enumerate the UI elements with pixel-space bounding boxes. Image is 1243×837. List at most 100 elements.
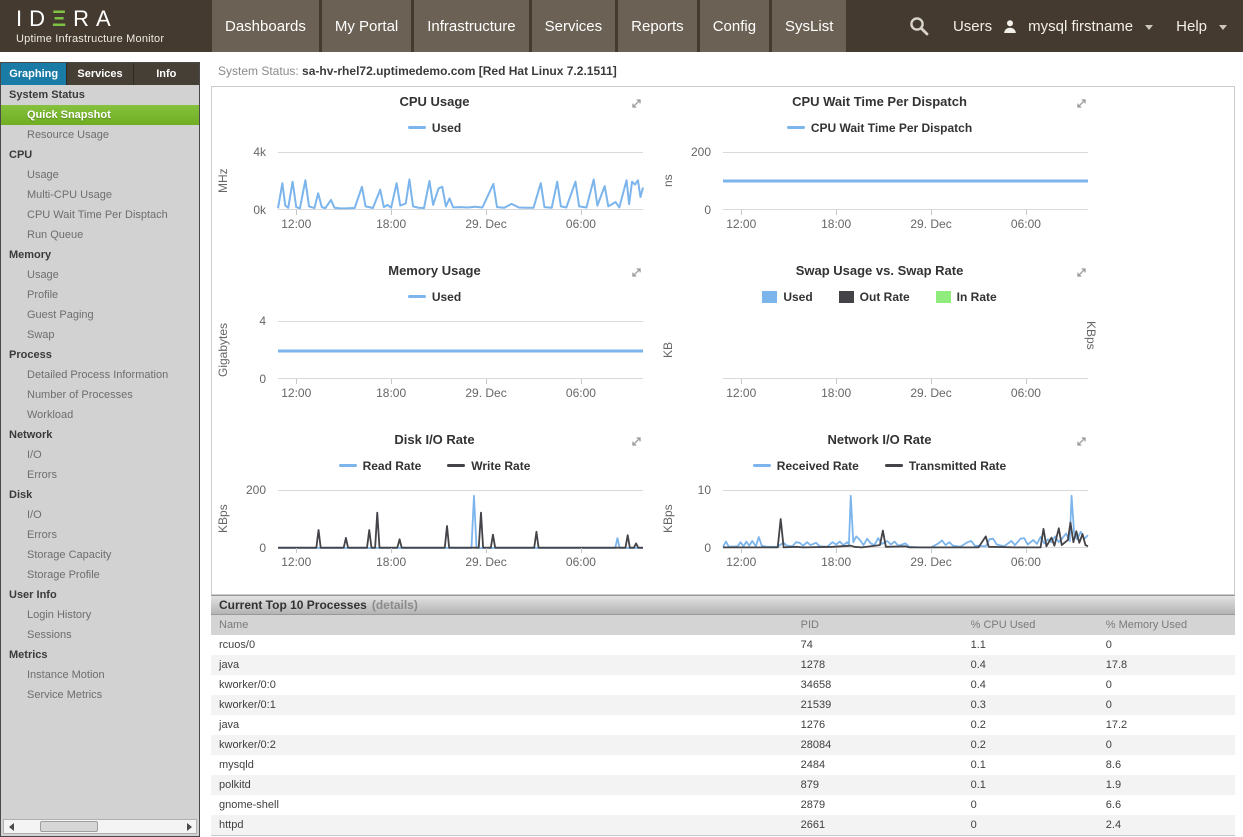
x-tick-label: 29. Dec [910, 217, 952, 231]
scroll-left-arrow-icon[interactable] [4, 820, 18, 833]
sidebar-item-swap[interactable]: Swap [27, 329, 55, 341]
scroll-right-arrow-icon[interactable] [182, 820, 196, 833]
nav-reports[interactable]: Reports [618, 0, 697, 52]
sidebar-item-profile[interactable]: Profile [27, 289, 59, 301]
sidebar-item-storage-profile[interactable]: Storage Profile [27, 569, 100, 581]
expand-chart-icon[interactable] [1075, 435, 1088, 448]
legend-swatch [838, 290, 854, 303]
sidebar-item-errors[interactable]: Errors [27, 469, 57, 481]
user-menu-caret-icon[interactable] [1145, 24, 1154, 30]
sidebar-item-service-metrics[interactable]: Service Metrics [27, 689, 103, 701]
nav-services[interactable]: Services [531, 0, 616, 52]
x-tick-label: 06:00 [565, 386, 596, 400]
legend-item-used[interactable]: Used [407, 290, 461, 304]
search-icon[interactable] [908, 15, 930, 37]
y-axis-label: KBps [661, 504, 675, 534]
nav-infrastructure[interactable]: Infrastructure [414, 0, 529, 52]
legend-item-received-rate[interactable]: Received Rate [752, 459, 859, 473]
sidebar-item-storage-capacity[interactable]: Storage Capacity [27, 549, 112, 561]
legend-item-write-rate[interactable]: Write Rate [447, 459, 530, 473]
legend-item-used[interactable]: Used [407, 121, 461, 135]
nav-config[interactable]: Config [699, 0, 770, 52]
table-cell: 0 [1105, 679, 1112, 691]
legend-item-out-rate[interactable]: Out Rate [838, 290, 910, 304]
table-cell: 8.6 [1105, 759, 1122, 771]
nav-syslist[interactable]: SysList [772, 0, 847, 52]
help-menu[interactable]: Help [1176, 17, 1207, 35]
tab-services[interactable]: Services [67, 63, 134, 85]
scrollbar-track[interactable] [18, 820, 182, 833]
table-cell: 1278 [800, 659, 826, 671]
sidebar-item-quick-snapshot[interactable]: Quick Snapshot [1, 105, 199, 125]
sidebar-item-guest-paging[interactable]: Guest Paging [27, 309, 94, 321]
table-cell: java [219, 659, 240, 671]
sidebar-item-multi-cpu-usage[interactable]: Multi-CPU Usage [27, 189, 112, 201]
sidebar-item-usage[interactable]: Usage [27, 269, 59, 281]
users-link[interactable]: Users [952, 17, 993, 35]
scrollbar-thumb[interactable] [40, 821, 98, 832]
sidebar-item-errors[interactable]: Errors [27, 529, 57, 541]
y-tick-label: 10 [697, 483, 711, 497]
sidebar-item-resource-usage[interactable]: Resource Usage [27, 129, 109, 141]
top-processes-table: Name PID% CPU Used% Memory Used rcuos/0 74… [211, 615, 1235, 836]
legend-item-cpu-wait-time-per-dispatch[interactable]: CPU Wait Time Per Dispatch [786, 121, 972, 135]
x-tick-label: 06:00 [565, 555, 596, 569]
sidebar-item-sessions[interactable]: Sessions [27, 629, 72, 641]
table-row: java 1276 0.2 17.2 [211, 715, 1235, 735]
expand-chart-icon[interactable] [630, 97, 643, 110]
table-cell: 34658 [800, 679, 832, 691]
y-tick-label: 0k [253, 203, 266, 217]
table-cell: kworker/0:2 [219, 739, 276, 751]
user-menu[interactable]: mysql firstname [1028, 17, 1134, 35]
expand-chart-icon[interactable] [630, 266, 643, 279]
top-processes-header: Current Top 10 Processes (details) [211, 595, 1235, 615]
app-header: IDΞRA Uptime Infrastructure Monitor Dash… [0, 0, 1243, 52]
sidebar-item-detailed-process-information[interactable]: Detailed Process Information [27, 369, 169, 381]
table-header-row: Name PID% CPU Used% Memory Used [211, 615, 1235, 635]
sidebar-item-i-o[interactable]: I/O [27, 509, 42, 521]
expand-chart-icon[interactable] [1075, 266, 1088, 279]
x-tick-label: 12:00 [281, 386, 312, 400]
sidebar-item-usage[interactable]: Usage [27, 169, 59, 181]
table-cell: 6.6 [1105, 799, 1122, 811]
nav-dashboards[interactable]: Dashboards [212, 0, 319, 52]
idera-logo[interactable]: IDΞRA Uptime Infrastructure Monitor [0, 0, 212, 52]
tab-graphing[interactable]: Graphing [1, 63, 68, 85]
sidebar-section-user-info: User Info [9, 589, 57, 601]
chart-plot: KBps 200 0 12:00 18:00 29. Dec 06:00 [212, 484, 657, 570]
expand-chart-icon[interactable] [1075, 97, 1088, 110]
table-cell: 17.2 [1105, 719, 1128, 731]
legend-item-read-rate[interactable]: Read Rate [338, 458, 422, 473]
sidebar-item-i-o[interactable]: I/O [27, 449, 42, 461]
tab-info[interactable]: Info [133, 63, 199, 85]
legend-item-in-rate[interactable]: In Rate [935, 290, 997, 304]
table-cell: java [219, 719, 240, 731]
top-processes-title: Current Top 10 Processes [219, 598, 367, 612]
table-cell: kworker/0:1 [219, 699, 276, 711]
chart-cpu-wait-time: CPU Wait Time Per Dispatch CPU Wait Time… [657, 87, 1102, 256]
help-menu-caret-icon[interactable] [1219, 24, 1227, 30]
x-tick-label: 29. Dec [465, 386, 507, 400]
legend-item-transmitted-rate[interactable]: Transmitted Rate [884, 459, 1006, 473]
sidebar-item-login-history[interactable]: Login History [27, 609, 92, 621]
legend-swatch [407, 295, 426, 298]
legend-swatch [447, 464, 466, 467]
legend-label: Read Rate [362, 458, 422, 473]
sidebar-item-run-queue[interactable]: Run Queue [27, 229, 84, 241]
chart-network-io-rate: Network I/O Rate Received Rate Transmitte… [657, 425, 1102, 594]
table-cell: gnome-shell [219, 799, 279, 811]
details-link[interactable]: (details) [371, 598, 418, 612]
sidebar-horizontal-scrollbar[interactable] [3, 819, 197, 834]
nav-my-portal[interactable]: My Portal [321, 0, 412, 52]
sidebar-item-number-of-processes[interactable]: Number of Processes [27, 389, 133, 401]
legend-item-used[interactable]: Used [762, 289, 813, 304]
legend-label: Used [783, 289, 813, 304]
chart-title: Memory Usage [388, 263, 481, 278]
expand-chart-icon[interactable] [630, 435, 643, 448]
sidebar-item-cpu-wait-time-per-disptach[interactable]: CPU Wait Time Per Disptach [27, 209, 168, 221]
sidebar-item-instance-motion[interactable]: Instance Motion [27, 669, 105, 681]
table-cell: polkitd [219, 779, 251, 791]
sidebar-item-workload[interactable]: Workload [27, 409, 74, 421]
sidebar-nav: System Status Quick Snapshot Resource Usag… [1, 85, 199, 705]
table-cell: 2661 [800, 818, 826, 831]
